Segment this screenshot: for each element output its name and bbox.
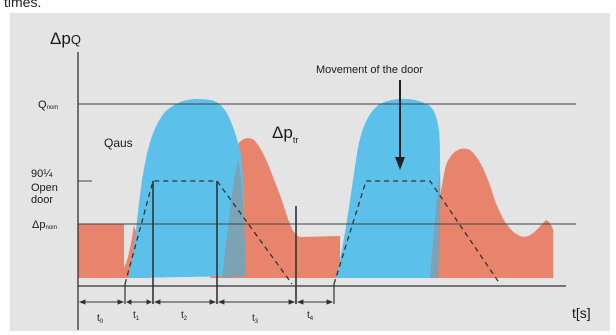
annotation-arrowhead [395,157,405,170]
door-movement-trace [124,180,293,285]
interval-label-t3: t3 [252,313,259,325]
door-movement-trace-2 [333,180,501,285]
interval-label-t1: t1 [133,310,140,322]
x-axis-label: t[s] [572,305,591,321]
open-door-label-line2: door [31,194,53,206]
annotation-label: Movement of the door [316,64,423,76]
interval-label-t4: t4 [307,310,314,322]
overlap-area [222,160,246,278]
interval-label-t2: t2 [181,310,188,322]
caption-fragment: times. [4,0,42,10]
q-series-area-2 [336,98,440,279]
open-door-label-line1: Open [31,182,58,194]
dp-tr-label: Δptr [272,123,298,145]
q-nom-label: Qnom [38,99,58,111]
ninety-label: 90¼ [31,168,53,180]
dp-nom-label: Δpnom [32,219,57,231]
q-aus-label: Qaus [104,136,133,150]
interval-label-t0: t0 [97,313,104,325]
y-axis-label: ΔpQ [50,29,81,48]
interval-arrows [78,299,334,305]
